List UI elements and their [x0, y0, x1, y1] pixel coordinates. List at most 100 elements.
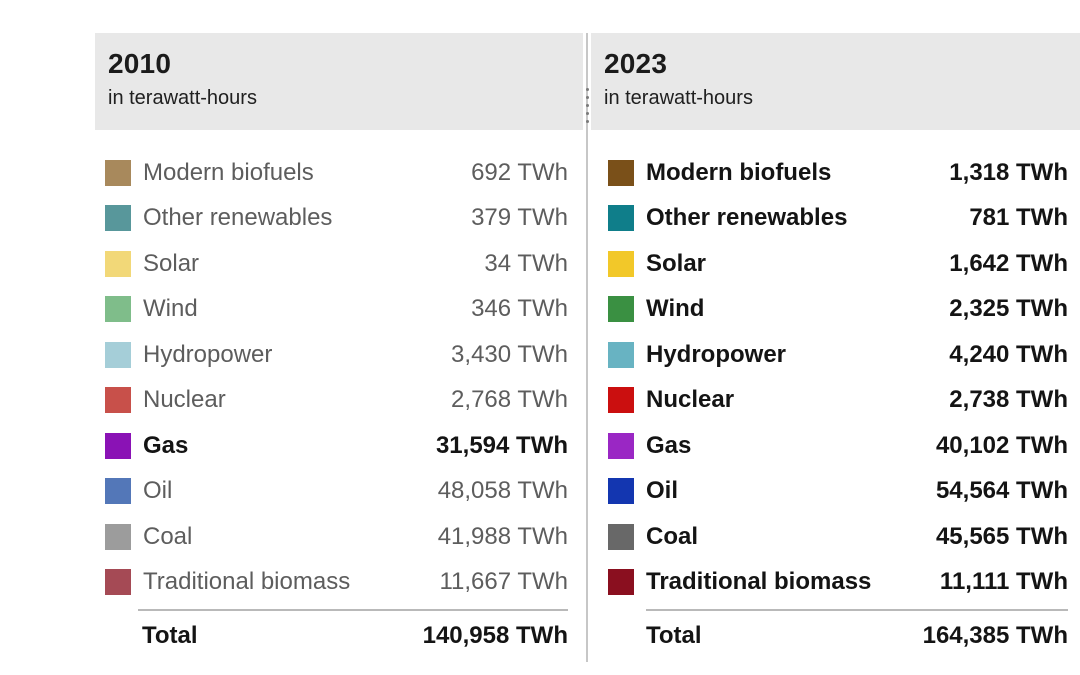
total-label: Total [646, 622, 702, 649]
row-label: Gas [646, 431, 692, 459]
row-value: 1,318 TWh [949, 158, 1068, 186]
panel-2023: 2023 in terawatt-hours Modern biofuels 1,… [591, 33, 1080, 661]
panel-subtitle: in terawatt-hours [604, 87, 753, 109]
row-value: 692 TWh [471, 158, 568, 186]
row-value: 40,102 TWh [935, 431, 1068, 459]
table-row: Hydropower 3,430 TWh [95, 332, 583, 378]
color-swatch [105, 523, 131, 550]
table-row: Modern biofuels 1,318 TWh [591, 150, 1080, 196]
row-value: 48,058 TWh [437, 477, 568, 505]
row-label: Nuclear [646, 386, 735, 414]
color-swatch [105, 569, 131, 596]
row-label: Other renewables [143, 204, 333, 232]
row-label: Hydropower [646, 340, 787, 368]
row-label: Coal [143, 522, 193, 550]
row-label: Other renewables [646, 204, 848, 232]
color-swatch [608, 296, 634, 323]
handle-dot [585, 88, 589, 91]
row-value: 781 TWh [969, 204, 1068, 232]
color-swatch [608, 387, 634, 414]
row-value: 31,594 TWh [435, 431, 568, 459]
panel-year: 2023 [604, 48, 668, 79]
table-row: Oil 54,564 TWh [591, 469, 1080, 515]
table-row: Traditional biomass 11,111 TWh [591, 560, 1080, 606]
drag-handle-icon[interactable] [583, 88, 591, 123]
row-value: 2,768 TWh [451, 386, 568, 414]
row-label: Traditional biomass [646, 568, 872, 596]
row-label: Oil [143, 477, 173, 505]
row-label: Hydropower [143, 340, 273, 368]
color-swatch [608, 341, 634, 368]
table-row: Modern biofuels 692 TWh [95, 150, 583, 196]
panel-subtitle: in terawatt-hours [108, 87, 257, 109]
row-value: 2,738 TWh [949, 386, 1068, 414]
table-row: Oil 48,058 TWh [95, 469, 583, 515]
handle-dot [585, 96, 589, 99]
row-value: 3,430 TWh [451, 340, 568, 368]
row-label: Traditional biomass [143, 568, 351, 596]
panel-year: 2010 [108, 48, 172, 79]
table-row: Traditional biomass 11,667 TWh [95, 560, 583, 606]
row-value: 54,564 TWh [935, 477, 1068, 505]
color-swatch [105, 296, 131, 323]
table-row: Solar 34 TWh [95, 241, 583, 287]
total-row: Total 140,958 TWh [95, 611, 583, 661]
table-row: Coal 45,565 TWh [591, 514, 1080, 560]
total-divider [646, 609, 1068, 611]
table-row: Nuclear 2,738 TWh [591, 378, 1080, 424]
total-row: Total 164,385 TWh [591, 611, 1080, 661]
color-swatch [105, 205, 131, 232]
row-label: Wind [143, 295, 198, 323]
row-value: 379 TWh [471, 204, 568, 232]
total-divider [138, 609, 568, 611]
row-value: 1,642 TWh [949, 249, 1068, 277]
row-label: Gas [143, 431, 189, 459]
table-row: Wind 2,325 TWh [591, 287, 1080, 333]
color-swatch [608, 478, 634, 505]
handle-dot [585, 112, 589, 115]
row-label: Wind [646, 295, 705, 323]
color-swatch [608, 159, 634, 186]
color-swatch [608, 523, 634, 550]
table-row: Coal 41,988 TWh [95, 514, 583, 560]
color-swatch [105, 159, 131, 186]
row-label: Coal [646, 522, 699, 550]
panel-divider-line [586, 33, 588, 662]
row-value: 45,565 TWh [935, 522, 1068, 550]
panel-2010: 2010 in terawatt-hours Modern biofuels 69… [95, 33, 583, 661]
row-label: Modern biofuels [646, 158, 832, 186]
row-value: 34 TWh [484, 249, 568, 277]
row-value: 41,988 TWh [437, 522, 568, 550]
panel-2023-rows: Modern biofuels 1,318 TWh Other renewables… [591, 150, 1080, 605]
color-swatch [608, 250, 634, 277]
table-row: Gas 31,594 TWh [95, 423, 583, 469]
total-value: 140,958 TWh [422, 622, 568, 649]
handle-dot [585, 104, 589, 107]
color-swatch [105, 478, 131, 505]
table-row: Hydropower 4,240 TWh [591, 332, 1080, 378]
table-row: Gas 40,102 TWh [591, 423, 1080, 469]
table-row: Solar 1,642 TWh [591, 241, 1080, 287]
table-row: Nuclear 2,768 TWh [95, 378, 583, 424]
color-swatch [105, 387, 131, 414]
color-swatch [608, 432, 634, 459]
row-label: Solar [646, 249, 707, 277]
row-value: 11,111 TWh [939, 568, 1068, 596]
color-swatch [608, 569, 634, 596]
panel-2023-header: 2023 in terawatt-hours [591, 33, 1080, 130]
total-label: Total [142, 622, 198, 649]
total-value: 164,385 TWh [922, 622, 1068, 649]
color-swatch [105, 250, 131, 277]
row-label: Nuclear [143, 386, 226, 414]
color-swatch [105, 341, 131, 368]
row-label: Modern biofuels [143, 158, 314, 186]
row-value: 2,325 TWh [949, 295, 1068, 323]
row-value: 4,240 TWh [949, 340, 1068, 368]
table-row: Wind 346 TWh [95, 287, 583, 333]
panel-2010-rows: Modern biofuels 692 TWh Other renewables 37… [95, 150, 583, 605]
row-value: 11,667 TWh [439, 568, 568, 596]
row-value: 346 TWh [471, 295, 568, 323]
row-label: Solar [143, 249, 200, 277]
color-swatch [608, 205, 634, 232]
